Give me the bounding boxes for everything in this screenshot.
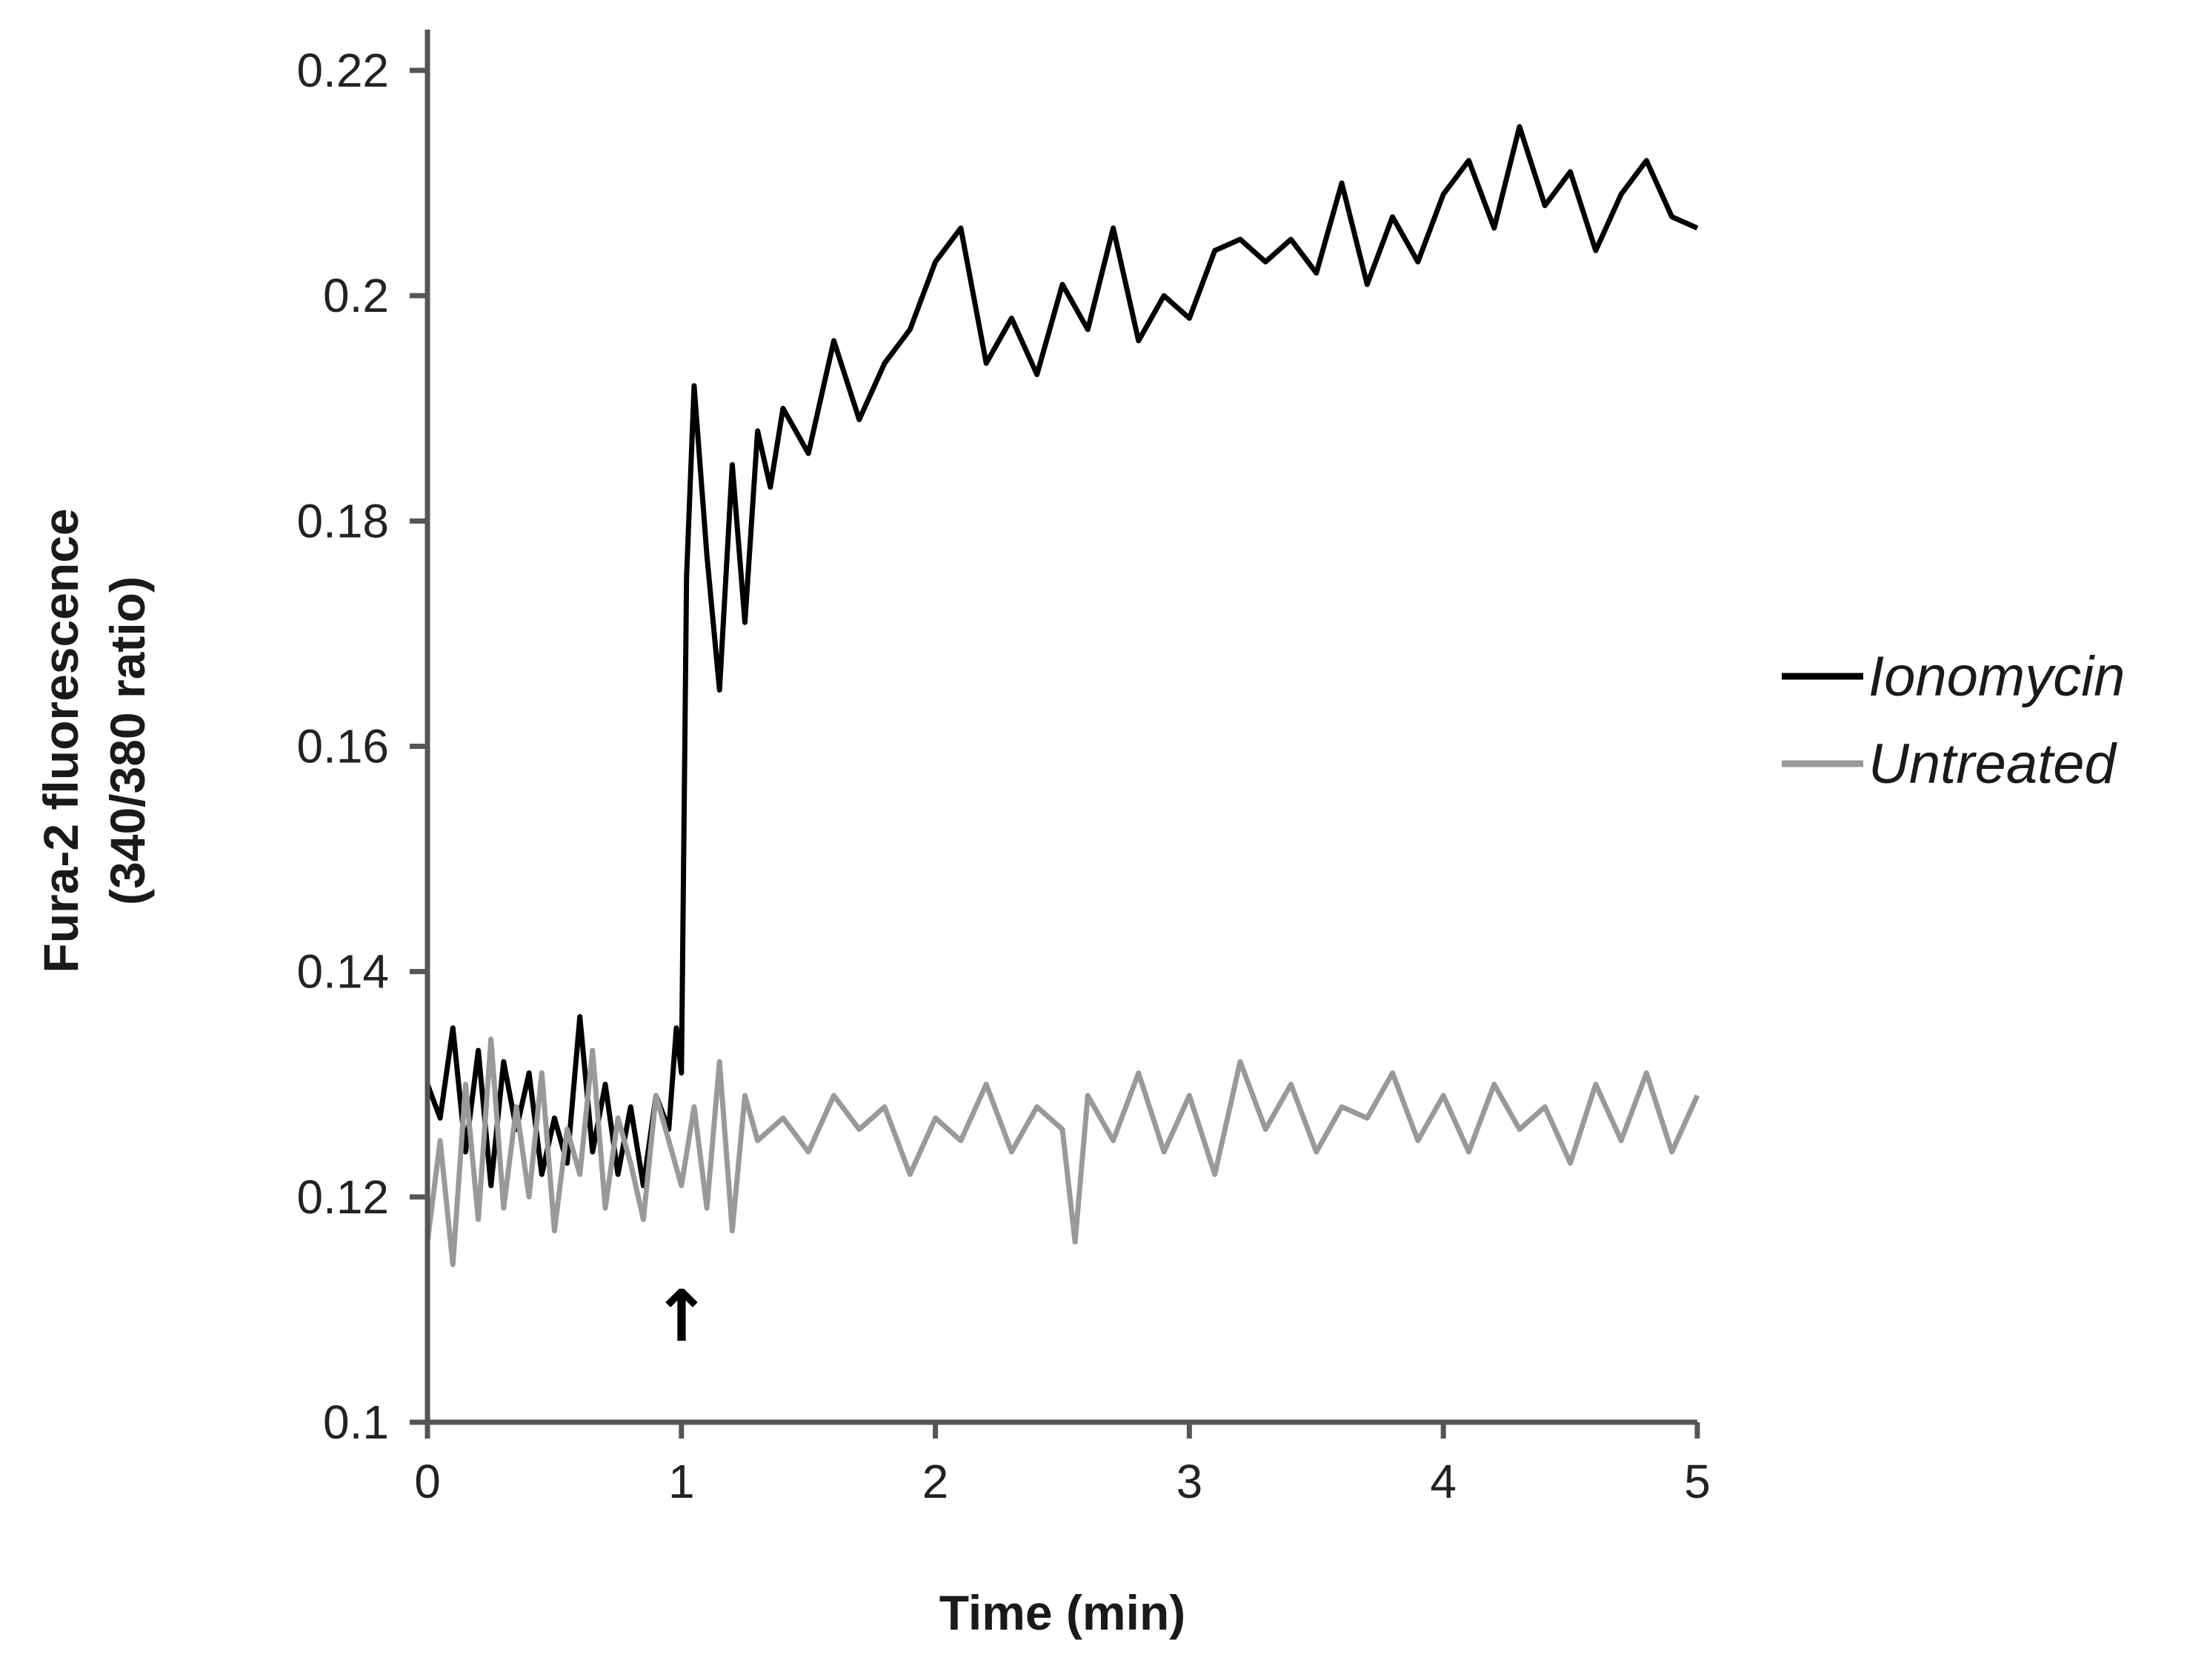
y-ticks: 0.1 0.12 0.14 0.16 0.18 0.2 0.22 <box>296 44 427 1449</box>
series-line-ionomycin <box>425 124 1699 1189</box>
x-tick-label: 2 <box>922 1455 949 1508</box>
y-tick-label: 0.1 <box>323 1396 389 1449</box>
y-axis-title-line1: Fura-2 fluorescence <box>33 508 88 973</box>
x-tick-label: 5 <box>1684 1455 1711 1508</box>
y-tick-label: 0.2 <box>323 269 389 322</box>
x-tick-label: 1 <box>668 1455 695 1508</box>
legend-label-ionomycin: Ionomycin <box>1868 645 2125 708</box>
legend-label-untreated: Untreated <box>1868 733 2117 796</box>
x-ticks: 0 1 2 3 4 5 <box>414 1422 1711 1508</box>
x-tick-label: 3 <box>1176 1455 1203 1508</box>
x-axis-title: Time (min) <box>939 1585 1185 1640</box>
y-tick-label: 0.18 <box>296 494 389 547</box>
arrow-up-icon: ↑ <box>652 1275 711 1358</box>
y-axis-title: Fura-2 fluorescence (340/380 ratio) <box>33 508 155 973</box>
y-tick-label: 0.22 <box>296 44 389 97</box>
axes <box>425 30 1697 1425</box>
x-tick-label: 0 <box>414 1455 441 1508</box>
y-tick-label: 0.16 <box>296 720 389 773</box>
annotation: ↑ <box>652 1275 711 1358</box>
plot-lines <box>425 124 1700 1267</box>
y-tick-label: 0.14 <box>296 945 389 999</box>
series-line-untreated <box>425 1036 1700 1267</box>
y-axis-title-line2: (340/380 ratio) <box>100 576 155 905</box>
y-tick-label: 0.12 <box>296 1170 389 1224</box>
legend: Ionomycin Untreated <box>1782 645 2125 796</box>
x-tick-label: 4 <box>1430 1455 1457 1508</box>
